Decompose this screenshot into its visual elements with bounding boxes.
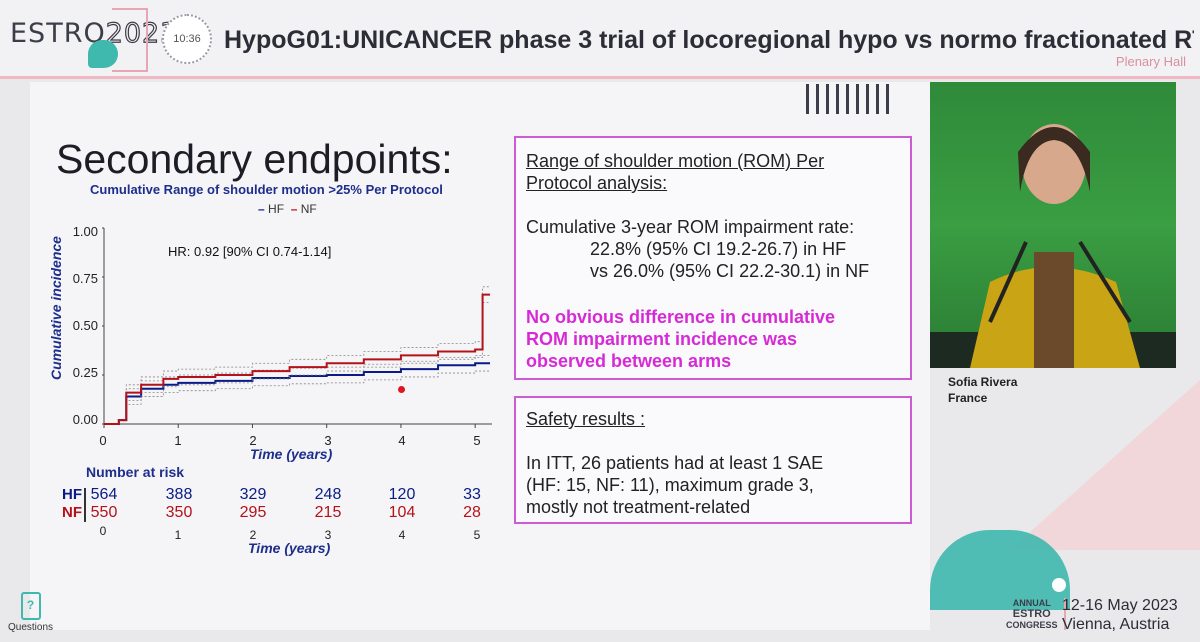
risk-tick-label: 1 xyxy=(174,528,182,542)
speaker-caption: Sofia Rivera France xyxy=(948,374,1017,406)
risk-nf-value: 350 xyxy=(165,504,193,521)
pink-decor-shape xyxy=(1010,380,1200,550)
clock-time: 10:36 xyxy=(173,33,201,45)
risk-table-title: Number at risk xyxy=(86,464,185,480)
congress-line2: ESTRO xyxy=(1012,608,1051,620)
congress-dates: 12-16 May 2023 xyxy=(1062,597,1178,614)
congress-line3: CONGRESS xyxy=(1006,620,1058,630)
speaker-figure xyxy=(930,124,1176,368)
teal-decor-shape xyxy=(930,530,1070,610)
legend-hf-swatch: – xyxy=(258,202,265,216)
chart-y-axis-label: Cumulative incidence xyxy=(48,236,64,380)
barcode-icon xyxy=(806,84,916,114)
risk-table-x-label: Time (years) xyxy=(248,540,331,556)
x-tick-label: 3 xyxy=(324,433,332,448)
legend-nf-label: NF xyxy=(300,202,317,216)
risk-hf-value: 388 xyxy=(165,486,193,503)
risk-nf-value: 28 xyxy=(463,504,481,521)
risk-row-nf-label: NF xyxy=(62,504,82,521)
safety-heading: Safety results : xyxy=(526,409,646,429)
hazard-ratio-label: HR: 0.92 [90% CI 0.74-1.14] xyxy=(168,244,332,259)
risk-nf-value: 295 xyxy=(239,504,267,521)
ci-band-nf xyxy=(104,302,490,425)
risk-hf-value: 329 xyxy=(239,486,267,503)
y-tick-label: 0.50 xyxy=(72,318,98,333)
safety-results-box: Safety results : In ITT, 26 patients had… xyxy=(514,396,912,524)
series-line-hf xyxy=(104,362,490,425)
chart-legend: – HF – NF xyxy=(258,202,317,216)
rom-rate-hf: 22.8% (95% CI 19.2-26.7) in HF xyxy=(590,239,847,259)
risk-tick-label: 3 xyxy=(324,528,332,542)
ci-band-hf xyxy=(104,370,490,425)
safety-line1: In ITT, 26 patients had at least 1 SAE xyxy=(526,453,824,473)
session-clock: 10:36 xyxy=(162,14,212,64)
rom-heading-line2: Protocol analysis: xyxy=(526,173,668,193)
ci-band-nf xyxy=(104,286,490,425)
laser-pointer-dot xyxy=(398,386,405,393)
logo-frame-icon xyxy=(112,8,148,72)
rom-conclusion-line2: ROM impairment incidence was xyxy=(526,329,798,349)
congress-location: Vienna, Austria xyxy=(1062,616,1170,633)
speaker-name: Sofia Rivera xyxy=(948,375,1018,389)
series-line-nf xyxy=(104,293,490,425)
risk-nf-value: 104 xyxy=(388,504,416,521)
x-tick-label: 1 xyxy=(174,433,182,448)
y-tick-label: 0.00 xyxy=(72,412,98,427)
y-tick-label: 0.75 xyxy=(72,271,98,286)
logo-text: ESTRO xyxy=(10,18,106,49)
y-tick-label: 0.25 xyxy=(72,365,98,380)
legend-hf-label: HF xyxy=(268,202,285,216)
plot-axes xyxy=(103,228,492,425)
risk-tick-label: 5 xyxy=(473,528,481,542)
y-tick-label: 1.00 xyxy=(72,224,98,239)
legend-nf-swatch: – xyxy=(287,202,298,216)
congress-info: 12-16 May 2023 Vienna, Austria xyxy=(1062,596,1178,634)
chart-title: Cumulative Range of shoulder motion >25%… xyxy=(90,182,443,197)
risk-table-axis xyxy=(84,488,86,522)
risk-tick-label: 2 xyxy=(249,528,257,542)
risk-nf-value: 215 xyxy=(314,504,342,521)
logo-blob-icon xyxy=(88,40,118,68)
x-tick-label: 0 xyxy=(99,433,107,448)
plot-series xyxy=(104,286,490,425)
session-title: HypoG01:UNICANCER phase 3 trial of locor… xyxy=(224,26,1194,54)
hall-label: Plenary Hall xyxy=(1115,54,1186,69)
safety-line3: mostly not treatment-related xyxy=(526,497,751,517)
slide-heading: Secondary endpoints: xyxy=(56,136,453,182)
km-curve-plot xyxy=(102,227,492,428)
congress-logo: ANNUAL ESTRO CONGRESS xyxy=(1006,598,1066,630)
chart-x-axis-label: Time (years) xyxy=(250,446,333,462)
congress-line1: ANNUAL xyxy=(1012,598,1051,608)
rom-results-box: Range of shoulder motion (ROM) Per Proto… xyxy=(514,136,912,380)
questions-button[interactable]: ? Questions xyxy=(8,592,53,633)
x-tick-label: 4 xyxy=(398,433,406,448)
decor-dot xyxy=(1052,578,1066,592)
x-tick-label: 5 xyxy=(473,433,481,448)
risk-row-hf-label: HF xyxy=(62,486,82,503)
rom-rate-intro: Cumulative 3-year ROM impairment rate: xyxy=(526,217,855,237)
x-tick-label: 2 xyxy=(249,433,257,448)
rom-conclusion-line1: No obvious difference in cumulative xyxy=(526,307,836,327)
speaker-video-feed xyxy=(930,82,1176,368)
question-phone-icon: ? xyxy=(20,592,41,620)
risk-tick-label: 0 xyxy=(99,524,107,538)
rom-conclusion-line3: observed between arms xyxy=(526,351,732,371)
questions-label: Questions xyxy=(8,622,54,633)
risk-hf-value: 248 xyxy=(314,486,342,503)
risk-nf-value: 550 xyxy=(90,504,118,521)
risk-hf-value: 564 xyxy=(90,486,118,503)
session-header: ESTRO2023 10:36 HypoG01:UNICANCER phase … xyxy=(0,0,1200,78)
risk-hf-value: 33 xyxy=(463,486,481,503)
plot-grid xyxy=(102,227,492,428)
safety-line2: (HF: 15, NF: 11), maximum grade 3, xyxy=(526,475,814,495)
rom-heading-line1: Range of shoulder motion (ROM) Per xyxy=(526,151,825,171)
rom-rate-nf: vs 26.0% (95% CI 22.2-30.1) in NF xyxy=(590,261,870,281)
speaker-country: France xyxy=(948,391,988,405)
risk-tick-label: 4 xyxy=(398,528,406,542)
risk-hf-value: 120 xyxy=(388,486,416,503)
header-divider xyxy=(0,76,1200,79)
